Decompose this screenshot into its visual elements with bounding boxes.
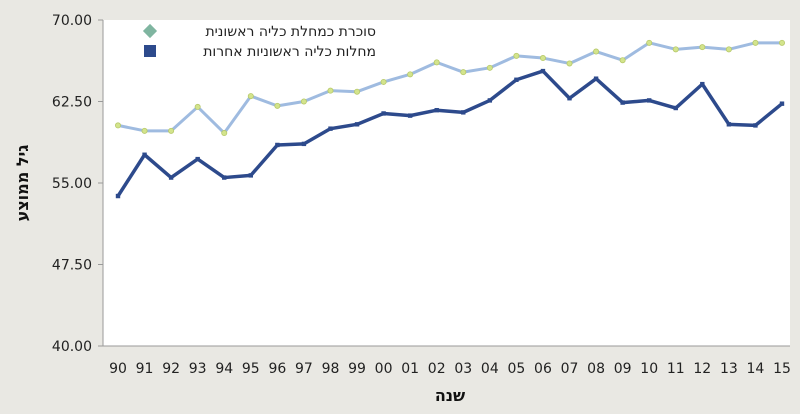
data-point — [195, 156, 200, 162]
data-point — [248, 173, 253, 178]
x-tick-label: 00 — [375, 361, 393, 377]
legend-label: סוכרת כמחלת כליה ראשונית — [205, 24, 376, 40]
y-tick-label: 70.00 — [52, 13, 92, 29]
x-tick-label: 01 — [401, 361, 419, 377]
x-tick-label: 04 — [481, 361, 499, 377]
data-point — [354, 88, 361, 95]
data-point — [168, 175, 174, 180]
y-tick-labels: 40.00 47.50 55.00 62.50 70.00 — [52, 13, 103, 355]
data-point — [487, 98, 493, 103]
y-tick-label: 47.50 — [52, 258, 92, 274]
x-tick-labels: 90 91 92 93 94 95 96 97 98 99 00 01 02 03 04 05 06 07 08 09… — [109, 361, 791, 377]
series-2 — [115, 68, 785, 199]
x-tick-label: 98 — [322, 361, 340, 377]
data-point — [619, 57, 626, 64]
data-point — [725, 46, 732, 53]
data-point — [700, 81, 705, 87]
data-point — [461, 110, 466, 115]
data-point — [275, 142, 280, 148]
data-point — [221, 130, 228, 137]
data-point — [168, 127, 175, 134]
data-point — [115, 193, 121, 199]
data-point — [673, 105, 678, 111]
series-line — [117, 41, 782, 135]
data-point — [115, 122, 122, 129]
y-axis-title: גיל ממוצע — [13, 145, 32, 222]
x-tick-label: 10 — [640, 361, 658, 377]
data-point — [566, 60, 573, 67]
data-point — [328, 126, 333, 131]
x-tick-label: 11 — [667, 361, 685, 377]
x-tick-label: 96 — [268, 361, 286, 377]
x-tick-label: 92 — [162, 361, 180, 377]
x-tick-label: 95 — [242, 361, 260, 377]
x-tick-label: 09 — [614, 361, 632, 377]
data-point — [300, 98, 307, 105]
x-tick-label: 13 — [720, 361, 738, 377]
x-tick-label: 91 — [136, 361, 154, 377]
data-point — [513, 52, 520, 59]
data-point — [486, 64, 493, 71]
data-point — [194, 103, 201, 110]
y-tick-label: 62.50 — [52, 95, 92, 111]
data-point — [141, 127, 148, 134]
x-tick-label: 94 — [215, 361, 233, 377]
data-point — [274, 102, 281, 109]
data-point — [407, 71, 414, 78]
data-point — [222, 175, 227, 180]
x-tick-label: 07 — [561, 361, 579, 377]
data-point — [247, 93, 254, 100]
x-tick-label: 08 — [587, 361, 605, 377]
plot-area — [103, 20, 790, 346]
data-point — [539, 55, 546, 62]
legend-label: מחלות כליה ראשוניות אחרות — [203, 44, 376, 60]
x-tick-label: 12 — [693, 361, 711, 377]
y-tick-label: 40.00 — [52, 339, 92, 355]
data-point — [779, 39, 786, 46]
data-point — [433, 59, 440, 66]
data-point — [540, 68, 546, 74]
data-point — [593, 48, 600, 55]
data-point — [752, 39, 759, 46]
series-layer — [115, 39, 786, 199]
data-point — [514, 77, 519, 82]
x-tick-label: 15 — [773, 361, 791, 377]
data-point — [647, 98, 652, 103]
series-1 — [115, 39, 786, 137]
data-point — [672, 46, 679, 53]
data-point — [301, 141, 307, 147]
x-tick-label: 93 — [189, 361, 207, 377]
data-point — [407, 113, 413, 118]
x-tick-label: 03 — [454, 361, 472, 377]
x-tick-label: 02 — [428, 361, 446, 377]
data-point — [380, 78, 387, 85]
data-point — [381, 111, 386, 116]
x-axis-title: שנה — [435, 386, 465, 405]
series-line — [116, 69, 784, 197]
data-point — [434, 107, 439, 113]
x-tick-label: 99 — [348, 361, 366, 377]
data-point — [327, 87, 334, 94]
data-point — [142, 152, 147, 157]
legend-marker — [144, 45, 156, 57]
data-point — [620, 100, 625, 105]
data-point — [593, 76, 599, 81]
data-point — [460, 69, 467, 76]
x-tick-label: 05 — [507, 361, 525, 377]
x-tick-label: 14 — [747, 361, 765, 377]
x-tick-label: 90 — [109, 361, 127, 377]
data-point — [646, 39, 653, 46]
x-tick-label: 97 — [295, 361, 313, 377]
data-point — [354, 122, 360, 127]
data-point — [699, 44, 706, 51]
data-point — [726, 122, 732, 127]
x-tick-label: 06 — [534, 361, 552, 377]
data-point — [779, 101, 785, 106]
y-tick-label: 55.00 — [52, 176, 92, 192]
data-point — [753, 123, 758, 128]
data-point — [567, 96, 572, 101]
